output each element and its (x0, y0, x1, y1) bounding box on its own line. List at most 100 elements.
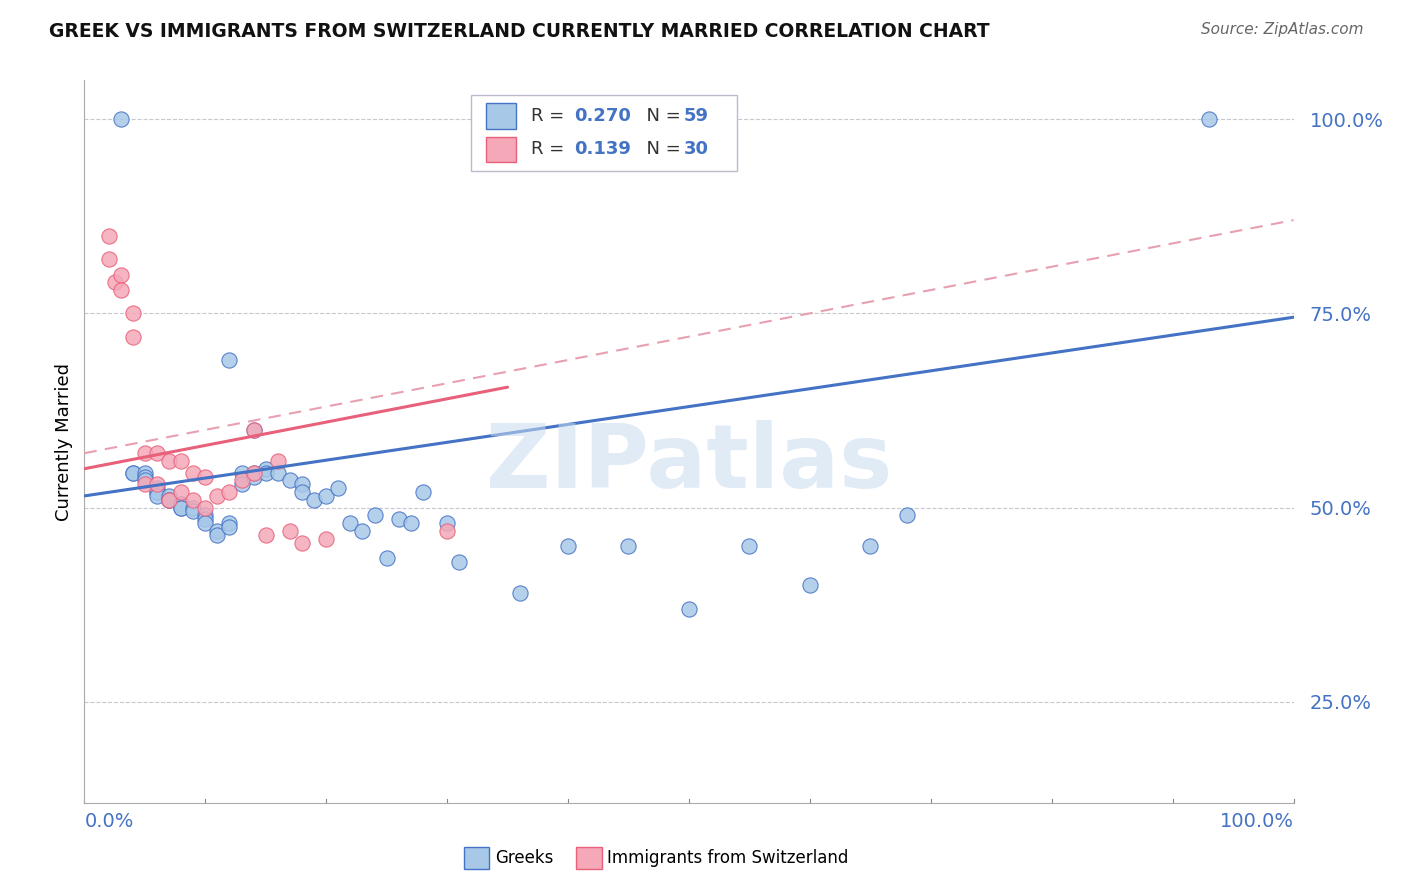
FancyBboxPatch shape (486, 103, 516, 128)
Point (436, 516, 458, 530)
Point (278, 524, 301, 538)
Point (799, 578, 821, 592)
Point (388, 512, 411, 526)
Point (738, 540, 761, 554)
Point (363, 508, 385, 523)
Text: Greeks: Greeks (495, 849, 554, 867)
Text: 59: 59 (685, 107, 709, 125)
Point (278, 474, 301, 488)
Text: R =: R = (530, 140, 575, 158)
Point (104, 275, 127, 289)
Point (267, 454, 290, 468)
Point (170, 485, 193, 500)
Text: 0.270: 0.270 (574, 107, 631, 125)
Point (218, 516, 240, 530)
Point (218, 485, 240, 500)
Point (1198, 112, 1220, 127)
FancyBboxPatch shape (486, 136, 516, 162)
Point (110, 283, 132, 297)
Text: 30: 30 (685, 140, 709, 158)
Point (121, 466, 143, 480)
Point (207, 524, 229, 538)
Point (291, 535, 314, 549)
Point (218, 520, 240, 534)
Point (218, 353, 240, 368)
Point (339, 516, 361, 530)
Point (121, 466, 143, 480)
Point (157, 489, 180, 503)
Point (170, 497, 193, 511)
Point (146, 481, 169, 495)
Point (242, 423, 264, 437)
Point (97, 228, 120, 243)
Point (121, 329, 143, 343)
Point (231, 466, 253, 480)
Point (170, 500, 193, 515)
Point (134, 469, 156, 483)
Point (231, 477, 253, 491)
Point (267, 466, 290, 480)
Point (896, 508, 918, 523)
Point (194, 512, 217, 526)
Point (146, 485, 169, 500)
Point (146, 446, 169, 460)
Point (859, 540, 882, 554)
Point (375, 551, 398, 566)
Text: R =: R = (530, 107, 569, 125)
Point (328, 481, 350, 495)
Point (157, 492, 180, 507)
Point (134, 477, 156, 491)
Point (412, 485, 434, 500)
Text: 0.139: 0.139 (574, 140, 631, 158)
Text: Immigrants from Switzerland: Immigrants from Switzerland (607, 849, 849, 867)
Point (134, 446, 156, 460)
Point (157, 492, 180, 507)
Point (291, 485, 314, 500)
Point (254, 461, 277, 475)
Point (157, 492, 180, 507)
Point (134, 474, 156, 488)
Text: N =: N = (634, 107, 686, 125)
Text: ZIPatlas: ZIPatlas (486, 420, 891, 507)
Point (194, 516, 217, 530)
Point (617, 540, 640, 554)
Point (678, 601, 700, 615)
Point (352, 524, 374, 538)
Point (242, 466, 264, 480)
Point (194, 469, 217, 483)
Point (207, 489, 229, 503)
Point (181, 466, 204, 480)
Point (146, 485, 169, 500)
Point (207, 528, 229, 542)
Point (170, 500, 193, 515)
Point (181, 504, 204, 518)
Point (181, 500, 204, 515)
Point (194, 508, 217, 523)
Point (449, 555, 471, 569)
Point (146, 489, 169, 503)
Point (557, 540, 579, 554)
Point (254, 528, 277, 542)
Text: 0.0%: 0.0% (84, 812, 134, 831)
Y-axis label: Currently Married: Currently Married (55, 362, 73, 521)
Point (146, 477, 169, 491)
Point (170, 454, 193, 468)
FancyBboxPatch shape (471, 95, 737, 170)
Point (134, 466, 156, 480)
Text: 100.0%: 100.0% (1219, 812, 1294, 831)
Point (291, 477, 314, 491)
Point (242, 423, 264, 437)
Point (194, 500, 217, 515)
Point (97, 252, 120, 266)
Point (436, 524, 458, 538)
Point (315, 489, 337, 503)
Point (302, 492, 325, 507)
Text: Source: ZipAtlas.com: Source: ZipAtlas.com (1201, 22, 1364, 37)
Point (254, 466, 277, 480)
Point (181, 492, 204, 507)
Point (315, 532, 337, 546)
Text: N =: N = (634, 140, 686, 158)
Text: GREEK VS IMMIGRANTS FROM SWITZERLAND CURRENTLY MARRIED CORRELATION CHART: GREEK VS IMMIGRANTS FROM SWITZERLAND CUR… (49, 22, 990, 41)
Point (110, 268, 132, 282)
Point (121, 306, 143, 320)
